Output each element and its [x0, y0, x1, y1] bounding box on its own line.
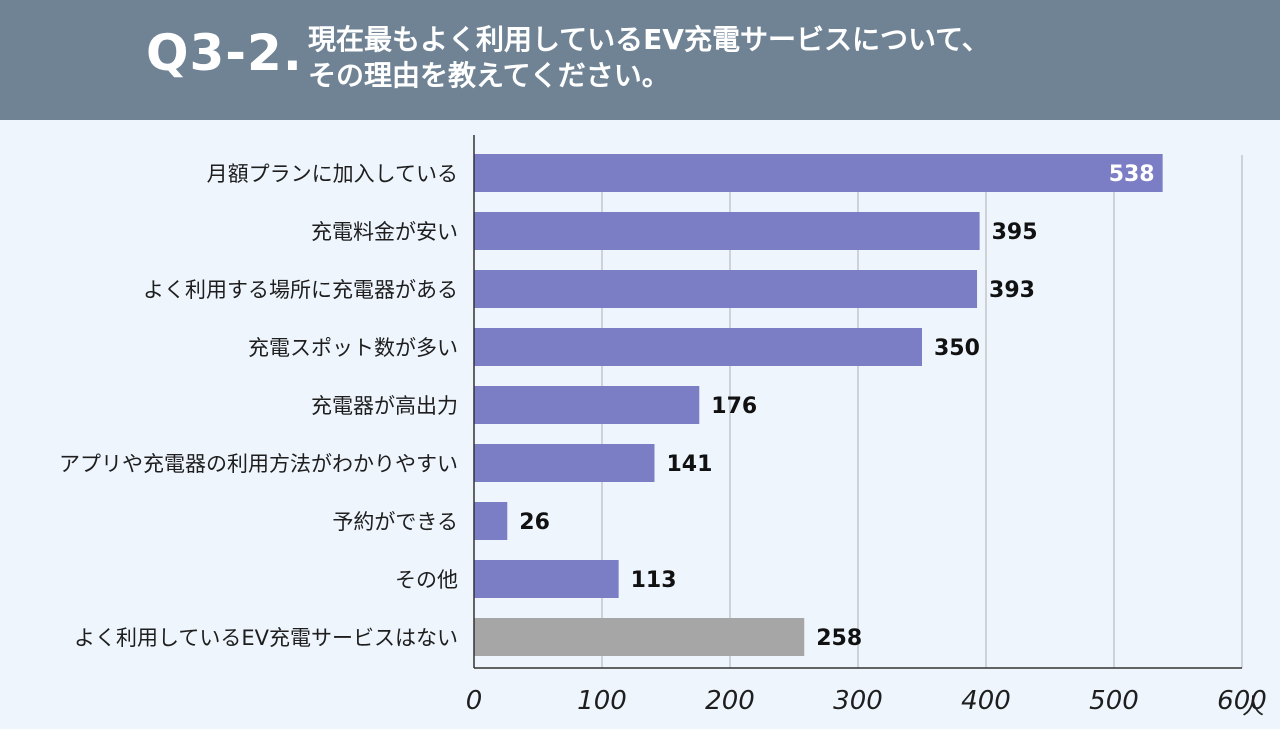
value-label: 395 — [992, 220, 1038, 245]
question-line-2: その理由を教えてください。 — [308, 59, 670, 92]
question-line-1: 現在最もよく利用しているEV充電サービスについて、 — [308, 23, 990, 56]
tick-label: 600 — [1217, 686, 1267, 716]
value-label: 176 — [711, 394, 757, 419]
bars — [474, 154, 1163, 656]
category-label: 充電器が高出力 — [311, 394, 458, 418]
value-label: 258 — [816, 626, 862, 651]
tick-label: 300 — [833, 686, 883, 716]
bar — [474, 502, 508, 540]
bar — [474, 270, 978, 308]
bar — [474, 444, 655, 482]
bar — [474, 386, 700, 424]
value-label: 113 — [631, 568, 677, 593]
category-label: よく利用しているEV充電サービスはない — [74, 626, 458, 650]
axes — [473, 135, 1242, 669]
category-label: 充電スポット数が多い — [248, 336, 458, 360]
value-label: 350 — [934, 336, 980, 361]
tick-label: 100 — [577, 686, 627, 716]
category-labels: 月額プランに加入している充電料金が安いよく利用する場所に充電器がある充電スポット… — [59, 162, 458, 650]
category-label: よく利用する場所に充電器がある — [143, 278, 458, 302]
bar — [474, 154, 1163, 192]
bar — [474, 328, 922, 366]
category-label: 予約ができる — [332, 510, 458, 534]
value-label: 141 — [666, 452, 712, 477]
question-header: Q3-2. 現在最もよく利用しているEV充電サービスについて、 その理由を教えて… — [0, 0, 1280, 120]
question-number: Q3-2. — [146, 24, 303, 82]
value-label: 26 — [519, 510, 550, 535]
bar — [474, 560, 619, 598]
category-label: その他 — [395, 568, 458, 592]
category-label: 月額プランに加入している — [207, 162, 458, 186]
tick-label: 500 — [1089, 686, 1139, 716]
tick-label: 400 — [961, 686, 1011, 716]
bar-chart: 月額プランに加入している充電料金が安いよく利用する場所に充電器がある充電スポット… — [59, 135, 1267, 720]
unit-label: 人 — [1242, 695, 1264, 720]
tick-label: 0 — [466, 686, 483, 716]
tick-label: 200 — [705, 686, 755, 716]
value-labels: 538 395 393 350 176 141 26 113 258 — [519, 162, 1154, 651]
bar — [474, 618, 805, 656]
bar — [474, 212, 980, 250]
value-label: 393 — [989, 278, 1035, 303]
category-label: 充電料金が安い — [311, 220, 458, 244]
question-text: 現在最もよく利用しているEV充電サービスについて、 その理由を教えてください。 — [308, 22, 990, 94]
value-label: 538 — [1109, 162, 1155, 187]
category-label: アプリや充電器の利用方法がわかりやすい — [59, 452, 458, 476]
